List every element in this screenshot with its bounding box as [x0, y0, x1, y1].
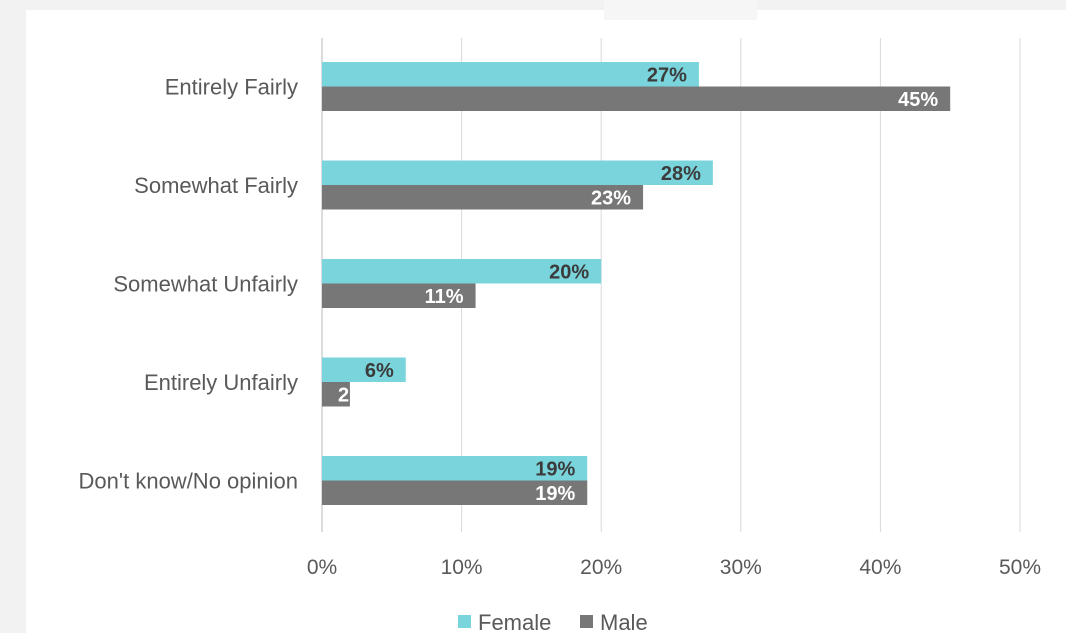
category-label-don-t-know-no-opinion: Don't know/No opinion	[79, 469, 298, 494]
bar-female-entirely-unfairly	[322, 357, 406, 382]
value-label-female-entirely-fairly: 27%	[647, 64, 687, 86]
chart-frame	[26, 10, 1066, 633]
bar-female-entirely-fairly	[322, 62, 699, 87]
value-label-male-entirely-fairly: 45%	[898, 89, 938, 111]
category-label-entirely-unfairly: Entirely Unfairly	[144, 370, 298, 395]
value-label-male-entirely-unfairly: 2	[338, 384, 349, 406]
category-label-somewhat-unfairly: Somewhat Unfairly	[113, 272, 298, 297]
legend-label-male: Male	[600, 610, 648, 633]
bar-female-somewhat-unfairly	[322, 259, 602, 284]
bar-male-don-t-know-no-opinion	[322, 480, 588, 505]
top-notch	[604, 0, 757, 20]
value-label-female-somewhat-fairly: 28%	[661, 163, 701, 185]
x-tick-label-20: 20%	[580, 556, 622, 579]
value-label-female-somewhat-unfairly: 20%	[549, 261, 589, 283]
bar-male-entirely-unfairly	[322, 382, 350, 407]
x-tick-label-10: 10%	[441, 556, 483, 579]
category-labels: Entirely Fairly Somewhat Fairly Somewhat U…	[79, 75, 298, 494]
value-label-male-somewhat-unfairly: 11%	[425, 286, 464, 308]
value-label-male-somewhat-fairly: 23%	[591, 187, 631, 209]
legend-swatch-female	[458, 615, 471, 628]
x-axis-ticks: 0% 10% 20% 30% 40% 50%	[307, 556, 1041, 579]
bar-male-somewhat-fairly	[322, 185, 644, 210]
bar-female-somewhat-fairly	[322, 160, 713, 185]
bar-female-don-t-know-no-opinion	[322, 456, 588, 481]
legend-swatch-male	[580, 615, 593, 628]
x-tick-label-0: 0%	[307, 556, 337, 579]
x-tick-label-30: 30%	[720, 556, 762, 579]
value-label-female-don-t-know-no-opinion: 19%	[535, 458, 575, 480]
x-tick-label-50: 50%	[999, 556, 1041, 579]
bar-male-entirely-fairly	[322, 86, 951, 111]
x-tick-label-40: 40%	[859, 556, 901, 579]
category-label-somewhat-fairly: Somewhat Fairly	[134, 173, 298, 198]
category-label-entirely-fairly: Entirely Fairly	[165, 75, 298, 100]
legend: Female Male	[458, 610, 648, 633]
legend-label-female: Female	[478, 610, 551, 633]
bar-male-somewhat-unfairly	[322, 283, 476, 308]
value-label-male-don-t-know-no-opinion: 19%	[535, 483, 575, 505]
value-label-female-entirely-unfairly: 6%	[365, 360, 394, 382]
bars	[322, 62, 951, 505]
value-labels: 27% 45% 28% 23% 20% 11% 6% 2 19% 19%	[338, 64, 938, 505]
